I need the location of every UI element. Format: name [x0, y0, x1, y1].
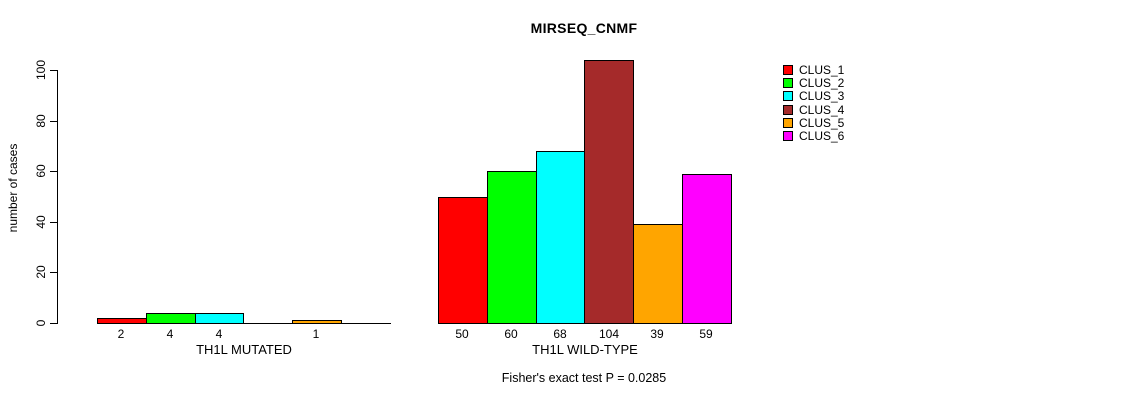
bar-value-label: 50 — [455, 327, 469, 341]
bar-clus_3 — [536, 151, 585, 324]
y-tick-label: 0 — [34, 319, 48, 327]
legend-label: CLUS_5 — [799, 116, 845, 131]
bar-clus_6 — [682, 174, 732, 324]
y-tick-label: 80 — [34, 114, 48, 128]
x-axis-group-label: TH1L MUTATED — [196, 342, 292, 357]
y-tick-label: 40 — [34, 215, 48, 229]
bar-value-label: 2 — [117, 327, 125, 341]
bar-value-label: 4 — [215, 327, 223, 341]
legend-swatch-icon — [783, 104, 793, 115]
legend-label: CLUS_4 — [799, 102, 845, 117]
legend-item-clus_6: CLUS_6 — [783, 130, 844, 143]
legend-swatch-icon — [783, 131, 793, 142]
bar-value-label: 1 — [312, 327, 320, 341]
bar-clus_1 — [97, 318, 147, 324]
bar-value-label: 39 — [650, 327, 664, 341]
y-tick — [50, 70, 57, 71]
bar-clus_5 — [633, 224, 683, 324]
bar-clus_3 — [195, 313, 244, 324]
y-tick — [50, 272, 57, 273]
legend: CLUS_1 CLUS_2 CLUS_3 CLUS_4 CLUS_5 CLUS_6 — [783, 63, 844, 143]
bar-value-label: 104 — [598, 327, 620, 341]
y-axis-line — [57, 70, 58, 324]
legend-item-clus_3: CLUS_3 — [783, 90, 844, 103]
bar-value-label: 4 — [166, 327, 174, 341]
annotation-fisher-test: Fisher's exact test P = 0.0285 — [501, 371, 667, 385]
y-axis-label: number of cases — [6, 143, 20, 233]
bar-clus_4 — [584, 60, 634, 324]
legend-swatch-icon — [783, 78, 793, 89]
bar-value-label: 60 — [504, 327, 518, 341]
legend-item-clus_2: CLUS_2 — [783, 76, 844, 89]
bar-clus_5 — [292, 320, 342, 324]
y-tick-label: 60 — [34, 164, 48, 178]
legend-swatch-icon — [783, 64, 793, 75]
legend-swatch-icon — [783, 91, 793, 102]
y-tick — [50, 323, 57, 324]
bar-clus_2 — [146, 313, 196, 324]
y-tick-label: 100 — [34, 59, 48, 81]
x-axis-baseline — [97, 323, 391, 324]
y-tick — [50, 121, 57, 122]
legend-item-clus_4: CLUS_4 — [783, 103, 844, 116]
legend-label: CLUS_1 — [799, 62, 845, 77]
bar-value-label: 68 — [553, 327, 567, 341]
legend-label: CLUS_6 — [799, 129, 845, 144]
legend-label: CLUS_3 — [799, 89, 845, 104]
chart-title: MIRSEQ_CNMF — [530, 20, 638, 36]
bar-clus_1 — [438, 197, 488, 324]
bar-value-label: 59 — [699, 327, 713, 341]
legend-item-clus_5: CLUS_5 — [783, 116, 844, 129]
legend-swatch-icon — [783, 118, 793, 129]
legend-item-clus_1: CLUS_1 — [783, 63, 844, 76]
x-axis-group-label: TH1L WILD-TYPE — [532, 342, 638, 357]
legend-label: CLUS_2 — [799, 76, 845, 91]
y-tick — [50, 171, 57, 172]
y-tick-label: 20 — [34, 265, 48, 279]
bar-clus_2 — [487, 171, 537, 324]
y-tick — [50, 222, 57, 223]
